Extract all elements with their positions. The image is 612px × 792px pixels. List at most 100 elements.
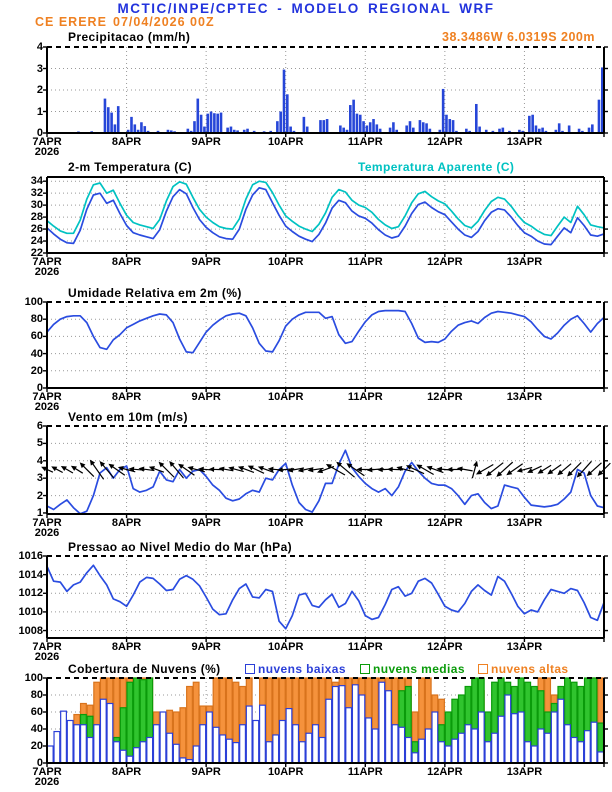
wind-arrow	[527, 465, 542, 473]
station-label: CE ERERE	[35, 15, 107, 29]
y-tick-label-humidity: 80	[30, 313, 43, 326]
wind-arrow	[586, 462, 602, 477]
y-tick-label-wind: 2	[36, 489, 43, 502]
wind-arrow	[471, 460, 479, 479]
wind-arrow	[516, 466, 533, 473]
wind-arrow	[237, 466, 255, 473]
x-tick-label-precipitation: 11APR	[347, 136, 383, 148]
y-tick-label-precipitation: 1	[36, 105, 43, 118]
panel-title-pressure: Pressao ao Nivel Medio do Mar (hPa)	[68, 540, 293, 554]
y-tick-label-temperature: 30	[30, 199, 43, 212]
y-tick-label-humidity: 100	[24, 296, 43, 308]
wind-arrow	[228, 466, 244, 473]
wind-arrow	[475, 463, 494, 475]
page-title: MCTIC/INPE/CPTEC - MODELO REGIONAL WRF	[117, 1, 495, 16]
x-tick-label-pressure: 10APR	[267, 641, 304, 653]
y-tick-label-precipitation: 4	[36, 41, 43, 53]
y-tick-label-clouds: 100	[24, 672, 43, 684]
y-tick-label-temperature: 34	[30, 175, 43, 188]
wind-arrow	[148, 466, 165, 473]
y-tick-label-humidity: 60	[30, 330, 43, 343]
x-tick-label-temperature: 7APR	[32, 256, 62, 268]
y-tick-label-pressure: 1016	[18, 550, 43, 562]
y-tick-label-temperature: 32	[30, 187, 43, 200]
x-tick-label-clouds: 7APR	[32, 766, 62, 778]
x-tick-label-precipitation: 9APR	[191, 136, 221, 148]
run-datetime-label: 07/04/2026 00Z	[113, 15, 215, 29]
x-tick-label-precipitation: 8APR	[111, 136, 142, 148]
wind-arrow	[336, 461, 355, 478]
x-tick-label-pressure: 12APR	[427, 641, 463, 653]
wind-arrow	[537, 464, 552, 474]
y-tick-label-pressure: 1014	[18, 568, 43, 581]
temperature-plot-area	[43, 176, 608, 257]
x-tick-label-wind: 13APR	[506, 517, 543, 529]
legend-item-low-clouds: nuvens baixas	[245, 662, 346, 676]
clouds-svg	[43, 677, 608, 767]
wind-arrow	[506, 463, 524, 476]
temperature-svg	[43, 176, 608, 257]
x-tick-label-wind: 9APR	[191, 517, 221, 529]
y-tick-label-clouds: 80	[30, 689, 43, 701]
y-tick-label-clouds: 40	[30, 723, 43, 735]
x-tick-label-humidity: 13APR	[506, 391, 543, 403]
y-tick-label-pressure: 1012	[18, 587, 43, 600]
y-tick-label-temperature: 28	[30, 211, 43, 224]
wind-arrow	[178, 463, 195, 476]
y-tick-label-wind: 1	[36, 506, 43, 519]
x-tick-year-label-clouds: 2026	[34, 776, 60, 788]
y-tick-label-temperature: 22	[30, 247, 43, 259]
precipitation-svg	[43, 46, 608, 137]
y-tick-label-pressure: 1008	[18, 624, 43, 637]
x-tick-label-temperature: 10APR	[267, 256, 304, 268]
location-coordinates-label: 38.3486W 6.0319S 200m	[442, 30, 595, 44]
x-tick-label-clouds: 10APR	[267, 766, 304, 778]
y-tick-label-humidity: 20	[30, 364, 43, 377]
x-tick-label-clouds: 13APR	[506, 766, 543, 778]
wind-arrow	[108, 463, 126, 476]
x-tick-label-humidity: 9APR	[191, 391, 221, 403]
x-tick-label-wind: 7APR	[32, 517, 62, 529]
wind-arrow	[79, 462, 95, 477]
wind-svg	[41, 425, 611, 518]
x-tick-label-precipitation: 13APR	[506, 136, 543, 148]
y-tick-label-temperature: 24	[30, 235, 43, 248]
wind-arrow	[70, 465, 84, 474]
wind-arrow	[158, 461, 175, 478]
y-tick-label-precipitation: 0	[36, 127, 43, 139]
x-tick-label-temperature: 8APR	[111, 256, 142, 268]
wind-arrow	[169, 461, 184, 479]
x-tick-label-pressure: 13APR	[506, 641, 543, 653]
y-tick-label-temperature: 26	[30, 223, 43, 236]
wind-arrow	[51, 466, 63, 474]
panel-title-temperature: 2-m Temperatura (C)	[68, 160, 193, 174]
x-tick-year-label-humidity: 2026	[34, 401, 60, 413]
x-tick-year-label-wind: 2026	[34, 527, 60, 539]
low-clouds-legend-label: nuvens baixas	[258, 662, 346, 676]
wind-arrow	[325, 463, 346, 476]
x-tick-label-wind: 11APR	[347, 517, 383, 529]
panel-title-apparent-temperature: Temperatura Aparente (C)	[358, 160, 515, 174]
x-tick-label-clouds: 12APR	[427, 766, 463, 778]
x-tick-year-label-temperature: 2026	[34, 266, 60, 278]
wind-arrow	[597, 462, 611, 476]
y-tick-label-precipitation: 3	[36, 62, 43, 75]
x-tick-label-humidity: 10APR	[267, 391, 304, 403]
y-tick-label-clouds: 20	[30, 740, 43, 752]
x-tick-label-pressure: 8APR	[111, 641, 142, 653]
low-clouds-legend-swatch	[245, 664, 255, 674]
legend-item-mid-clouds: nuvens medias	[360, 662, 465, 676]
pressure-svg	[43, 555, 608, 642]
wind-arrow	[60, 465, 74, 474]
wind-arrow	[496, 461, 514, 477]
legend-item-high-clouds: nuvens altas	[478, 662, 569, 676]
x-tick-label-wind: 8APR	[111, 517, 142, 529]
wind-arrow	[89, 459, 105, 480]
x-tick-label-precipitation: 7APR	[32, 136, 62, 148]
mid-clouds-legend-swatch	[360, 664, 370, 674]
x-tick-label-precipitation: 12APR	[427, 136, 463, 148]
y-tick-label-wind: 5	[36, 437, 43, 450]
x-tick-label-humidity: 7APR	[32, 391, 62, 403]
x-tick-label-temperature: 12APR	[427, 256, 463, 268]
